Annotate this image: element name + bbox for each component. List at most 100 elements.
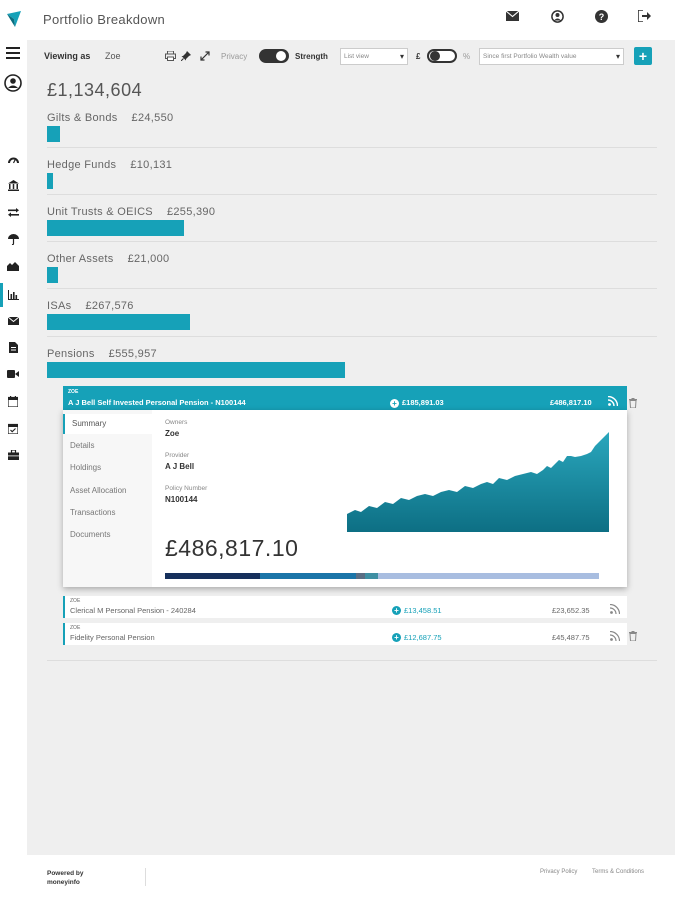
allocation-segment[interactable]: [364, 573, 378, 579]
mail-icon[interactable]: [504, 8, 520, 24]
category-bar[interactable]: [47, 362, 345, 378]
sidebar: [0, 0, 27, 900]
briefcase-icon[interactable]: [6, 448, 20, 462]
print-icon[interactable]: [164, 50, 176, 62]
trash-icon[interactable]: [628, 630, 638, 641]
asset-allocation-bar[interactable]: [165, 573, 599, 579]
category-value: £10,131: [130, 159, 173, 171]
pension-menu-documents[interactable]: Documents: [70, 530, 111, 539]
owners-value: Zoe: [165, 429, 180, 438]
pension-title: Fidelity Personal Pension: [70, 633, 155, 642]
category-label: Unit Trusts & OEICS £255,390: [47, 206, 657, 218]
allocation-segment[interactable]: [355, 573, 365, 579]
category-label: Other Assets £21,000: [47, 253, 657, 265]
category-value: £24,550: [131, 112, 174, 124]
pension-menu: Summary Details Holdings Asset Allocatio…: [63, 410, 152, 587]
main-content: Viewing as Zoe Privacy Strength List vie…: [27, 40, 675, 855]
video-icon[interactable]: [6, 367, 20, 381]
pension-owner: ZOE: [70, 625, 81, 631]
plus-circle-icon: +: [392, 606, 401, 615]
dashboard-icon[interactable]: [6, 152, 20, 166]
logout-icon[interactable]: [636, 8, 652, 24]
powered-by: Powered by moneyinfo: [47, 869, 83, 887]
category-value: £21,000: [127, 253, 170, 265]
category-bar[interactable]: [47, 267, 58, 283]
transfer-icon[interactable]: [6, 205, 20, 219]
rss-icon[interactable]: [609, 630, 621, 643]
user-circle-icon[interactable]: [4, 74, 22, 92]
portfolio-total-value: £1,134,604: [47, 80, 143, 100]
pension-growth: £185,891.03: [402, 398, 444, 407]
currency-label: £: [416, 52, 421, 61]
allocation-segment[interactable]: [260, 573, 356, 579]
allocation-segment[interactable]: [377, 573, 599, 579]
top-bar: Portfolio Breakdown ?: [27, 0, 675, 40]
pin-icon[interactable]: [180, 50, 192, 62]
category-name: Unit Trusts & OEICS: [47, 206, 153, 218]
divider: [47, 147, 657, 148]
category-isas[interactable]: ISAs £267,576: [47, 300, 657, 330]
viewing-as-name[interactable]: Zoe: [105, 51, 121, 61]
category-bar[interactable]: [47, 314, 190, 330]
category-pensions[interactable]: Pensions £555,957: [47, 348, 657, 378]
pension-growth: £13,458.51: [404, 606, 442, 615]
viewing-as-label: Viewing as: [44, 51, 91, 61]
privacy-toggle[interactable]: [259, 49, 289, 63]
rss-icon[interactable]: [607, 395, 619, 409]
divider: [47, 660, 657, 661]
category-value: £267,576: [85, 300, 134, 312]
expand-icon[interactable]: [199, 50, 211, 62]
toggle-knob: [430, 51, 440, 61]
category-bar[interactable]: [47, 220, 184, 236]
privacy-label: Privacy: [221, 52, 248, 61]
percent-label: %: [463, 52, 471, 61]
document-icon[interactable]: [6, 340, 20, 354]
pension-menu-transactions[interactable]: Transactions: [70, 508, 116, 517]
bank-icon[interactable]: [6, 178, 20, 192]
calendar-icon[interactable]: [6, 394, 20, 408]
pension-menu-details[interactable]: Details: [70, 441, 95, 450]
strength-label: Strength: [295, 52, 328, 61]
hamburger-icon[interactable]: [6, 46, 20, 60]
period-select[interactable]: Since first Portfolio Wealth value ▾: [479, 48, 624, 65]
category-other-assets[interactable]: Other Assets £21,000: [47, 253, 657, 283]
footer: Powered by moneyinfo Privacy Policy Term…: [27, 855, 675, 900]
category-name: Hedge Funds: [47, 159, 117, 171]
add-button[interactable]: +: [634, 47, 652, 65]
bar-chart-icon[interactable]: [6, 288, 20, 302]
pension-owner: ZOE: [68, 389, 79, 395]
view-select[interactable]: List view ▾: [340, 48, 408, 65]
category-unit-trusts[interactable]: Unit Trusts & OEICS £255,390: [47, 206, 657, 236]
pension-menu-asset-allocation[interactable]: Asset Allocation: [70, 486, 127, 495]
allocation-segment[interactable]: [165, 573, 261, 579]
category-hedge-funds[interactable]: Hedge Funds £10,131: [47, 159, 657, 189]
privacy-policy-link[interactable]: Privacy Policy: [540, 869, 578, 875]
help-icon[interactable]: ?: [593, 8, 609, 24]
mail-icon[interactable]: [6, 314, 20, 328]
powered-by-brand[interactable]: moneyinfo: [47, 879, 80, 886]
pension-row[interactable]: ZOE Fidelity Personal Pension + £12,687.…: [63, 623, 627, 645]
pension-card-header[interactable]: ZOE A J Bell Self Invested Personal Pens…: [63, 386, 627, 410]
pension-value: £45,487.75: [552, 633, 590, 642]
pension-value: £486,817.10: [550, 398, 592, 407]
category-name: Pensions: [47, 348, 95, 360]
calendar-check-icon[interactable]: [6, 421, 20, 435]
terms-link[interactable]: Terms & Conditions: [592, 869, 645, 875]
currency-percent-toggle[interactable]: [427, 49, 457, 63]
user-icon[interactable]: [549, 8, 565, 24]
pension-menu-summary[interactable]: Summary: [63, 414, 152, 434]
pension-row[interactable]: ZOE Clerical M Personal Pension - 240284…: [63, 596, 627, 618]
provider-label: Provider: [165, 452, 190, 459]
category-bar[interactable]: [47, 173, 53, 189]
umbrella-icon[interactable]: [6, 232, 20, 246]
pension-menu-holdings[interactable]: Holdings: [70, 463, 102, 472]
toggle-knob: [276, 51, 286, 61]
policy-number-value: N100144: [165, 495, 198, 504]
divider: [47, 288, 657, 289]
category-bar[interactable]: [47, 126, 60, 142]
rss-icon[interactable]: [609, 603, 621, 616]
category-gilts-bonds[interactable]: Gilts & Bonds £24,550: [47, 112, 657, 142]
trash-icon[interactable]: [628, 397, 638, 408]
property-icon[interactable]: [6, 259, 20, 273]
moneyinfo-logo-icon[interactable]: [6, 10, 22, 28]
